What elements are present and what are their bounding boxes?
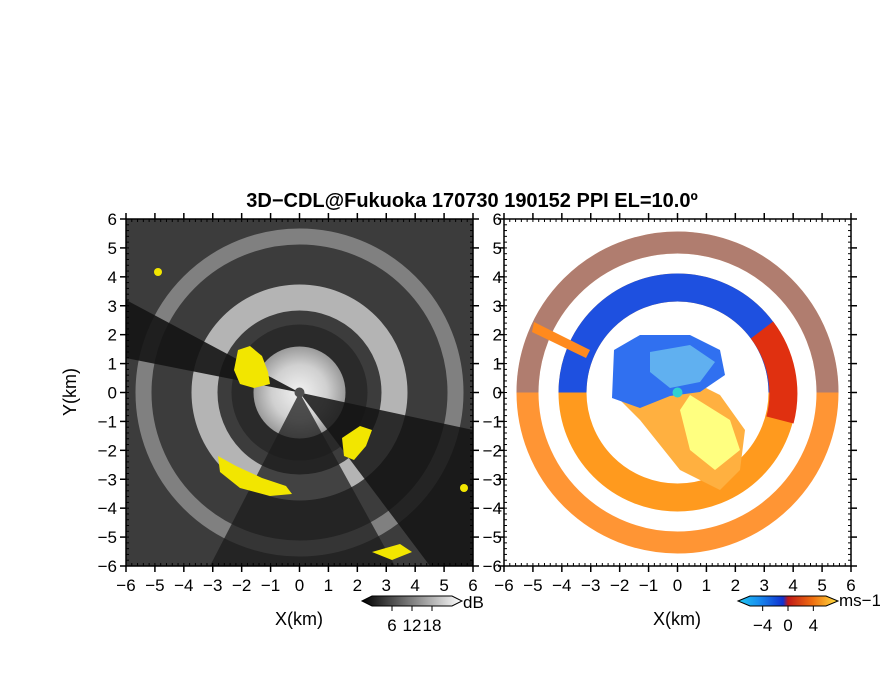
velocity-colorbar: −4 0 4 ms−1 xyxy=(736,591,880,635)
y-tick-label: 3 xyxy=(493,297,502,316)
y-tick-label: 4 xyxy=(493,268,502,287)
y-tick-label: 0 xyxy=(493,384,502,403)
x-tick-label: −3 xyxy=(203,576,222,595)
y-tick-label: −2 xyxy=(483,441,502,460)
x-tick-label: −4 xyxy=(552,576,571,595)
flagged-patch-far-nw xyxy=(154,268,162,276)
x-tick-label: 2 xyxy=(731,576,740,595)
velocity-panel: −6 −5 −4 −3 −2 −1 0 1 2 3 4 5 6 −6−5−4−3−2−10123456 … xyxy=(483,210,857,629)
outer-ring-negative-half xyxy=(516,231,839,393)
x-tick-label: −6 xyxy=(494,576,513,595)
colorbar-tick-label: 18 xyxy=(423,616,442,635)
inner-negative-core xyxy=(650,345,715,388)
x-tick-label: −4 xyxy=(174,576,193,595)
x-tick-label: −2 xyxy=(232,576,251,595)
y-tick-label: −3 xyxy=(98,470,117,489)
reflectivity-y-axis-label: Y(km) xyxy=(60,368,80,416)
x-tick-label: 3 xyxy=(382,576,391,595)
y-tick-label: 0 xyxy=(108,384,117,403)
y-tick-label: 4 xyxy=(108,268,117,287)
reflectivity-x-tick-labels: −6 −5 −4 −3 −2 −1 0 1 2 3 4 5 6 xyxy=(116,576,477,595)
velocity-ticks xyxy=(498,213,857,572)
blocked-sector-south xyxy=(210,392,395,566)
blocked-sector-southeast xyxy=(299,392,473,566)
y-tick-label: 5 xyxy=(108,239,117,258)
reflectivity-y-tick-labels: −6 −5 −4 −3 −2 −1 0 1 2 3 4 5 6 xyxy=(98,210,117,576)
y-tick-label: 5 xyxy=(493,239,502,258)
y-tick-label: −5 xyxy=(98,528,117,547)
x-tick-label: −5 xyxy=(523,576,542,595)
velocity-colorbar-unit: ms−1 xyxy=(839,591,880,610)
y-tick-label: −6 xyxy=(98,557,117,576)
y-tick-label: 1 xyxy=(108,355,117,374)
figure-title: 3D−CDL@Fukuoka 170730 190152 PPI EL=10.0… xyxy=(246,190,698,212)
y-tick-label: 1 xyxy=(493,355,502,374)
x-tick-label: 4 xyxy=(788,576,797,595)
y-tick-label: 3 xyxy=(108,297,117,316)
y-tick-label: −6 xyxy=(483,557,502,576)
flagged-patch-east xyxy=(342,426,372,460)
middle-ring-red-arc xyxy=(750,321,798,424)
reflectivity-x-axis-label: X(km) xyxy=(275,609,323,629)
x-tick-label: 6 xyxy=(846,576,855,595)
colorbar-tick-label: 0 xyxy=(783,616,792,635)
y-tick-label: −4 xyxy=(98,499,117,518)
velocity-y-tick-labels: −6 −5 −4 −3 −2 −1 0 1 2 3 4 5 6 xyxy=(483,210,502,576)
flagged-patch-south xyxy=(372,544,412,560)
y-tick-label: −5 xyxy=(483,528,502,547)
flagged-patch-southwest xyxy=(218,456,292,496)
reflectivity-panel: −6 −5 −4 −3 −2 −1 0 1 2 3 4 5 6 −6−5−4−3−2−10123456 … xyxy=(60,210,479,629)
reflectivity-colorbar: 6 12 18 dB xyxy=(360,593,484,635)
x-tick-label: 1 xyxy=(324,576,333,595)
y-tick-label: 2 xyxy=(493,326,502,345)
west-streak xyxy=(532,322,590,358)
velocity-colorbar-ticks: −4 0 4 xyxy=(753,606,818,635)
reflectivity-colorbar-bar xyxy=(360,595,464,607)
reflectivity-colorbar-unit: dB xyxy=(463,593,484,612)
y-tick-label: −4 xyxy=(483,499,502,518)
radar-site-marker-velocity xyxy=(672,387,683,398)
x-tick-label: −5 xyxy=(145,576,164,595)
y-tick-label: 6 xyxy=(493,210,502,229)
x-tick-label: 1 xyxy=(702,576,711,595)
inner-positive-core xyxy=(680,395,740,470)
radar-site-marker xyxy=(294,387,305,398)
x-tick-label: 6 xyxy=(468,576,477,595)
y-tick-label: −1 xyxy=(98,412,117,431)
x-tick-label: 5 xyxy=(817,576,826,595)
y-tick-label: −1 xyxy=(483,412,502,431)
x-tick-label: 4 xyxy=(410,576,419,595)
velocity-x-axis-label: X(km) xyxy=(653,609,701,629)
x-tick-label: 2 xyxy=(353,576,362,595)
x-tick-label: −3 xyxy=(581,576,600,595)
y-tick-label: 6 xyxy=(108,210,117,229)
x-tick-label: −2 xyxy=(610,576,629,595)
colorbar-tick-label: 6 xyxy=(387,616,396,635)
colorbar-tick-label: 12 xyxy=(403,616,422,635)
colorbar-tick-label: −4 xyxy=(753,616,772,635)
x-tick-label: −1 xyxy=(639,576,658,595)
colorbar-tick-label: 4 xyxy=(809,616,818,635)
y-tick-label: 2 xyxy=(108,326,117,345)
x-tick-label: 0 xyxy=(673,576,682,595)
flagged-patch-nw xyxy=(234,346,270,388)
outer-velocity-ring xyxy=(516,231,839,554)
reflectivity-ticks xyxy=(120,213,479,572)
x-tick-label: 3 xyxy=(760,576,769,595)
reflectivity-colorbar-ticks: 6 12 18 xyxy=(387,606,441,635)
velocity-x-tick-labels: −6 −5 −4 −3 −2 −1 0 1 2 3 4 5 6 xyxy=(494,576,855,595)
flagged-patch-far-se xyxy=(460,484,468,492)
x-tick-label: −1 xyxy=(261,576,280,595)
x-tick-label: −6 xyxy=(116,576,135,595)
x-tick-label: 0 xyxy=(295,576,304,595)
y-tick-label: −3 xyxy=(483,470,502,489)
x-tick-label: 5 xyxy=(439,576,448,595)
velocity-colorbar-bar xyxy=(736,595,840,607)
y-tick-label: −2 xyxy=(98,441,117,460)
